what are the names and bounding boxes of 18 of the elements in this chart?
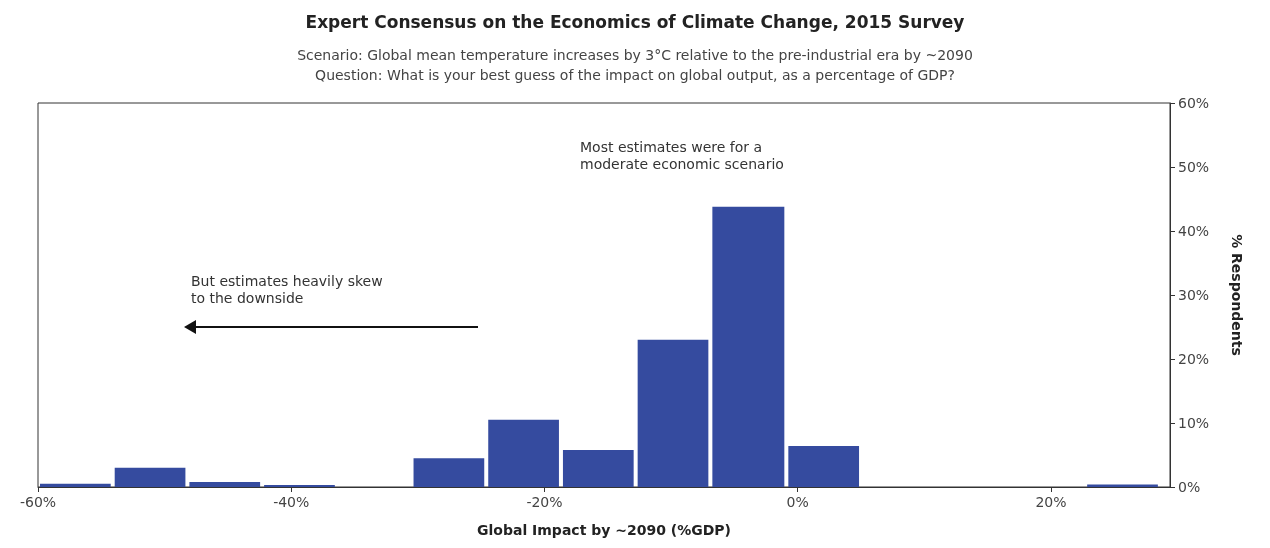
x-axis-title: Global Impact by ~2090 (%GDP) bbox=[477, 522, 731, 538]
chart-subtitle: Scenario: Global mean temperature increases by 3°C relative to the pre-industrial era by ~2090 Question: What is your best guess of the impact on global output, as a percentage of GDP? bbox=[297, 47, 973, 83]
x-tick-label: -20% bbox=[526, 494, 563, 510]
y-axis-title: % Respondents bbox=[1229, 234, 1245, 356]
chart-title: Expert Consensus on the Economics of Climate Change, 2015 Survey bbox=[305, 11, 965, 32]
y-tick-label: 20% bbox=[1178, 351, 1210, 367]
x-tick-label: 0% bbox=[786, 494, 809, 510]
y-tick-label: 40% bbox=[1178, 223, 1210, 239]
annotation: Most estimates were for a moderate economic scenario bbox=[580, 138, 784, 172]
annotation: But estimates heavily skew to the downside bbox=[191, 272, 383, 306]
y-tick-label: 0% bbox=[1178, 479, 1201, 495]
y-tick-label: 50% bbox=[1178, 159, 1210, 175]
y-tick-label: 30% bbox=[1178, 287, 1210, 303]
x-tick-label: -40% bbox=[273, 494, 310, 510]
x-tick-label: 20% bbox=[1035, 494, 1067, 510]
x-tick-label: -60% bbox=[19, 494, 57, 510]
y-tick-label: 60% bbox=[1178, 95, 1210, 111]
y-tick-label: 10% bbox=[1178, 415, 1210, 431]
